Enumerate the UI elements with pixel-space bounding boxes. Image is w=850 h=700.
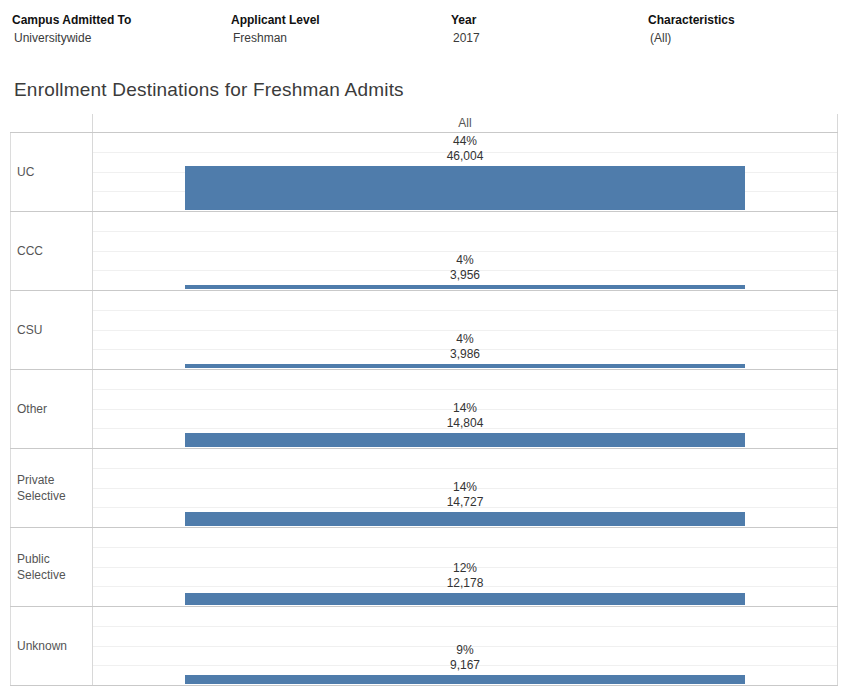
bar-count-label: 9,167 bbox=[450, 658, 480, 673]
filter-value[interactable]: Freshman bbox=[231, 31, 320, 46]
enrollment-destinations-chart: All UC 44% 46,004 CCC 4% 3,956 CSU 4% 3,… bbox=[0, 114, 850, 686]
bar-count-label: 46,004 bbox=[447, 149, 484, 164]
mark-labels: 14% 14,804 bbox=[447, 401, 484, 431]
bar-percent-label: 14% bbox=[447, 401, 484, 416]
page-title: Enrollment Destinations for Freshman Adm… bbox=[14, 79, 404, 101]
bar-count-label: 14,804 bbox=[447, 416, 484, 431]
row-label: CSU bbox=[10, 291, 92, 369]
row-plot-area: 14% 14,727 bbox=[92, 449, 838, 527]
bar[interactable] bbox=[185, 512, 745, 526]
chart-row-other: Other 14% 14,804 bbox=[10, 370, 838, 449]
filter-value[interactable]: (All) bbox=[648, 31, 735, 46]
row-plot-area: 12% 12,178 bbox=[92, 528, 838, 606]
bar[interactable] bbox=[185, 675, 745, 684]
bar-count-label: 14,727 bbox=[447, 495, 484, 510]
filter-label: Applicant Level bbox=[231, 13, 320, 28]
row-plot-area: 44% 46,004 bbox=[92, 133, 838, 211]
mark-labels: 12% 12,178 bbox=[447, 561, 484, 591]
chart-row-unknown: Unknown 9% 9,167 bbox=[10, 607, 838, 686]
bar[interactable] bbox=[185, 166, 745, 210]
column-header-all: All bbox=[92, 114, 838, 132]
row-plot-area: 9% 9,167 bbox=[92, 607, 838, 685]
chart-row-ccc: CCC 4% 3,956 bbox=[10, 212, 838, 291]
bar-percent-label: 4% bbox=[450, 332, 480, 347]
mark-labels: 14% 14,727 bbox=[447, 480, 484, 510]
bar-percent-label: 14% bbox=[447, 480, 484, 495]
column-header-spacer bbox=[10, 114, 92, 132]
bar-count-label: 3,956 bbox=[450, 268, 480, 283]
mark-labels: 44% 46,004 bbox=[447, 134, 484, 164]
mark-labels: 4% 3,956 bbox=[450, 253, 480, 283]
chart-row-public-selective: Public Selective 12% 12,178 bbox=[10, 528, 838, 607]
filter-label: Year bbox=[451, 13, 480, 28]
filter-label: Characteristics bbox=[648, 13, 735, 28]
bar[interactable] bbox=[185, 433, 745, 447]
chart-row-csu: CSU 4% 3,986 bbox=[10, 291, 838, 370]
chart-row-uc: UC 44% 46,004 bbox=[10, 133, 838, 212]
filter-bar: Campus Admitted To Universitywide Applic… bbox=[0, 13, 850, 53]
bar[interactable] bbox=[185, 593, 745, 605]
bar-percent-label: 9% bbox=[450, 643, 480, 658]
bar-percent-label: 4% bbox=[450, 253, 480, 268]
bar[interactable] bbox=[185, 285, 745, 289]
row-label: Other bbox=[10, 370, 92, 448]
bar[interactable] bbox=[185, 364, 745, 368]
filter-applicant-level[interactable]: Applicant Level Freshman bbox=[231, 13, 320, 46]
bar-count-label: 3,986 bbox=[450, 347, 480, 362]
row-label: Unknown bbox=[10, 607, 92, 685]
filter-characteristics[interactable]: Characteristics (All) bbox=[648, 13, 735, 46]
bar-percent-label: 44% bbox=[447, 134, 484, 149]
filter-value[interactable]: Universitywide bbox=[12, 31, 131, 46]
row-label: UC bbox=[10, 133, 92, 211]
row-label: Public Selective bbox=[10, 528, 92, 606]
row-label: CCC bbox=[10, 212, 92, 290]
row-plot-area: 4% 3,986 bbox=[92, 291, 838, 369]
filter-label: Campus Admitted To bbox=[12, 13, 131, 28]
bar-count-label: 12,178 bbox=[447, 576, 484, 591]
filter-year[interactable]: Year 2017 bbox=[451, 13, 480, 46]
chart-row-private-selective: Private Selective 14% 14,727 bbox=[10, 449, 838, 528]
filter-campus-admitted-to[interactable]: Campus Admitted To Universitywide bbox=[12, 13, 131, 46]
row-label: Private Selective bbox=[10, 449, 92, 527]
filter-value[interactable]: 2017 bbox=[451, 31, 480, 46]
row-plot-area: 14% 14,804 bbox=[92, 370, 838, 448]
mark-labels: 9% 9,167 bbox=[450, 643, 480, 673]
mark-labels: 4% 3,986 bbox=[450, 332, 480, 362]
column-header-row: All bbox=[10, 114, 838, 133]
bar-percent-label: 12% bbox=[447, 561, 484, 576]
row-plot-area: 4% 3,956 bbox=[92, 212, 838, 290]
